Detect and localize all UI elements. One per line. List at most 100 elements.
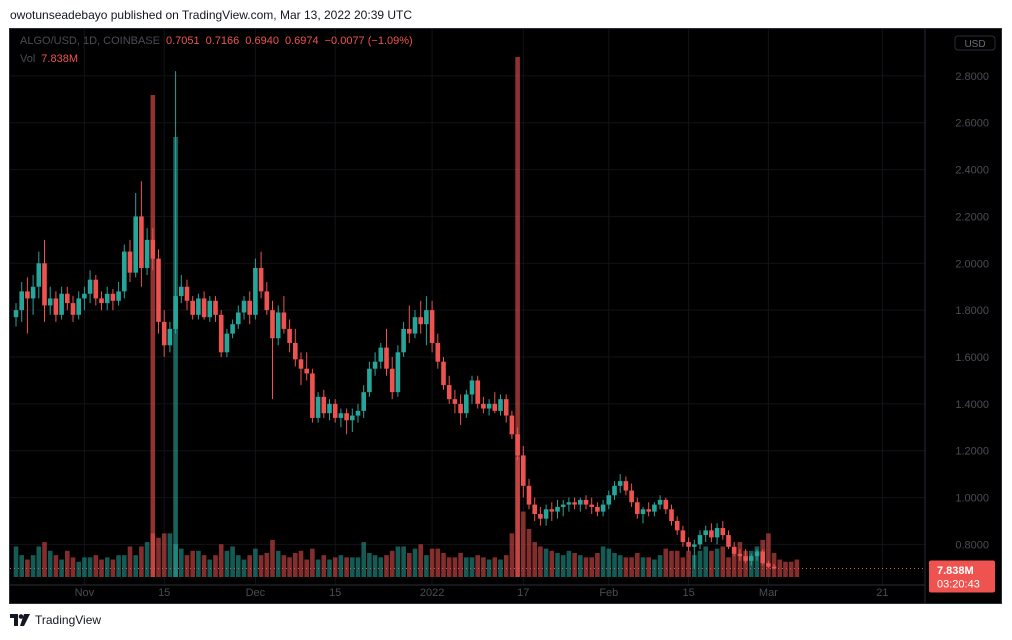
change-value: −0.0077 (−1.09%) [324,35,413,47]
candle-body [714,528,720,538]
volume-bar [70,557,76,577]
volume-bar [224,550,230,577]
volume-bar [475,555,480,577]
volume-bar [59,559,64,577]
volume-bar [783,561,788,577]
candle-body [338,413,344,418]
volume-bar [190,550,195,577]
volume-bar [270,539,275,577]
candle-body [481,403,486,409]
volume-bar [686,550,691,577]
volume-bars [13,57,800,577]
volume-bar [606,548,612,577]
close-value: 0.6974 [284,35,319,47]
candle-body [401,328,406,353]
chart-frame[interactable]: 0.8000 1.0000 1.2000 1.4000 1.6000 1.8000 2.00… [9,28,1002,604]
volume-bar [657,555,663,577]
volume-bar [743,550,748,577]
symbol-label[interactable]: ALGO/USD, 1D, COINBASE [20,35,160,47]
candle-body [315,396,321,418]
candle-body [253,267,258,315]
vol-label[interactable]: Vol [20,53,36,65]
candle-body [247,300,252,315]
candle-body [652,504,657,512]
volume-bar [709,550,714,577]
x-tick-label: 15 [329,587,341,599]
volume-bar [555,553,560,577]
candle-body [680,530,686,543]
volume-bar [754,546,760,577]
volume-bar [116,555,121,577]
candle-body [384,347,389,369]
candle-body [201,298,207,318]
volume-bar [726,557,731,577]
volume-bar [435,548,441,577]
candle-body [127,251,133,273]
candle-body [424,310,429,325]
volume-bar [532,542,537,577]
volume-bar [498,559,503,577]
volume-bar [486,559,492,577]
candle-body [731,546,737,554]
candle-body [327,403,332,414]
candle-body [532,504,537,514]
y-tick-label: 1.0000 [955,493,989,505]
candle-body [412,317,418,334]
volume-bar [264,553,270,577]
candle-body [549,509,555,512]
candle-body [133,216,138,273]
candle-body [184,286,190,301]
candle-body [36,263,42,287]
candle-body [766,563,771,567]
volume-bar [321,555,327,577]
volume-bar [355,557,361,577]
candle-body [486,403,492,409]
x-tick-label: Dec [246,587,266,599]
candle-body [515,434,520,456]
candle-body [543,509,549,519]
volume-bar [201,555,207,577]
x-tick-label: 15 [158,587,170,599]
volume-bar [766,533,771,577]
volume-bar [25,559,30,577]
candle-body [70,303,76,315]
candle-body [350,415,355,421]
volume-bar [42,542,47,577]
candle-body [224,333,230,353]
candle-body [635,502,640,514]
volume-bar [293,553,298,577]
candle-body [595,506,600,512]
volume-bar [36,546,42,577]
candle-body [167,328,173,346]
x-tick-label: 21 [876,587,888,599]
candle-body [749,556,754,561]
volume-bar [13,546,19,577]
candle-body [47,298,53,306]
x-tick-label: Feb [599,587,618,599]
volume-bar [401,546,406,577]
volume-bar [230,546,235,577]
x-tick-label: Nov [75,587,95,599]
candle-body [692,544,697,547]
tradingview-brand[interactable]: TradingView [10,613,101,627]
volume-bar [241,559,247,577]
candle-body [606,495,612,505]
volume-bar [629,557,634,577]
candle-body [492,403,498,411]
candle-body [196,298,201,315]
candle-body [378,347,384,362]
candlestick-chart[interactable]: 0.8000 1.0000 1.2000 1.4000 1.6000 1.8000 2.00… [10,29,1001,603]
candle-body [236,312,241,325]
volume-bar [703,546,708,577]
volume-bar [509,533,515,577]
candle-body [458,403,463,414]
candle-body [139,216,144,268]
volume-bar [583,557,589,577]
volume-bar [578,555,583,577]
candle-body [13,310,19,318]
volume-bar [99,559,104,577]
volume-bar [156,537,161,577]
candle-body [663,499,669,510]
candle-body [498,399,503,411]
candle-body [464,394,469,414]
